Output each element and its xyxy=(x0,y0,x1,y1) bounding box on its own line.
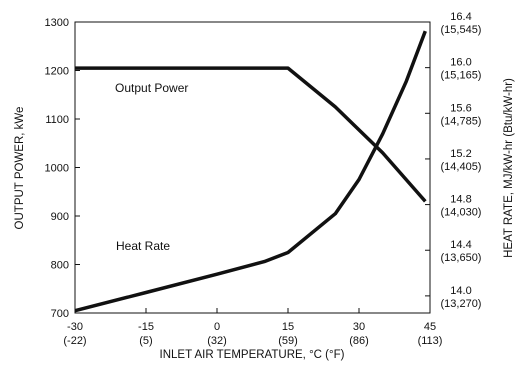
x-axis-title: INLET AIR TEMPERATURE, °C (°F) xyxy=(160,349,345,361)
y-right-tick-label-btu: (15,545) xyxy=(441,24,482,36)
heat-rate-annotation: Heat Rate xyxy=(116,239,170,253)
y-left-tick-label: 700 xyxy=(51,308,69,320)
y-right-tick-label-btu: (14,785) xyxy=(441,115,482,127)
y-right-tick-label: 16.4 xyxy=(450,11,471,23)
y-right-tick-label-btu: (15,165) xyxy=(441,70,482,82)
tick-labels: -30 (-22) -15 (5) 0 (32) 15 (59) 30 (86) 45 (113) 70… xyxy=(45,11,482,347)
y-left-tick-label: 1200 xyxy=(45,66,69,78)
y-right-tick-label-btu: (13,650) xyxy=(441,252,482,264)
x-tick-label: 45 xyxy=(424,321,436,333)
output-power-annotation: Output Power xyxy=(115,81,188,95)
y-left-tick-label: 800 xyxy=(51,260,69,272)
x-tick-label-f: (59) xyxy=(278,335,298,347)
y-left-tick-label: 900 xyxy=(51,211,69,223)
x-tick-label-f: (5) xyxy=(139,335,152,347)
y-right-tick-label: 14.4 xyxy=(450,239,471,251)
x-tick-label-f: (113) xyxy=(418,335,443,347)
x-tick-label-f: (-22) xyxy=(63,335,86,347)
y-left-tick-label: 1300 xyxy=(45,17,69,29)
output-power-line xyxy=(75,66,427,203)
y-right-tick-label: 15.2 xyxy=(450,148,471,160)
y-right-tick-label: 15.6 xyxy=(450,102,471,114)
y-right-tick-label-btu: (13,270) xyxy=(441,298,482,310)
x-tick-label: -15 xyxy=(138,321,154,333)
y-right-tick-label: 14.0 xyxy=(450,285,471,297)
y-left-tick-label: 1100 xyxy=(45,114,69,126)
y-axis-right-title: HEAT RATE, MJ/kW-hr (Btu/kW-hr) xyxy=(503,78,515,258)
y-right-tick-label: 16.0 xyxy=(450,57,471,69)
x-tick-label: -30 xyxy=(67,321,83,333)
heat-rate-line xyxy=(74,30,427,313)
x-tick-label: 30 xyxy=(353,321,365,333)
plot-area xyxy=(74,21,431,314)
y-right-tick-label-btu: (14,030) xyxy=(441,207,482,219)
x-tick-label: 0 xyxy=(214,321,220,333)
x-tick-label: 15 xyxy=(282,321,294,333)
y-right-tick-label-btu: (14,405) xyxy=(441,161,482,173)
y-axis-left-title: OUTPUT POWER, kWe xyxy=(14,107,26,230)
x-tick-label-f: (86) xyxy=(349,335,369,347)
x-tick-label-f: (32) xyxy=(207,335,227,347)
y-right-tick-label: 14.8 xyxy=(450,194,471,206)
series-lines xyxy=(74,30,427,313)
plot-frame xyxy=(74,21,431,314)
y-left-tick-label: 1000 xyxy=(45,163,69,175)
